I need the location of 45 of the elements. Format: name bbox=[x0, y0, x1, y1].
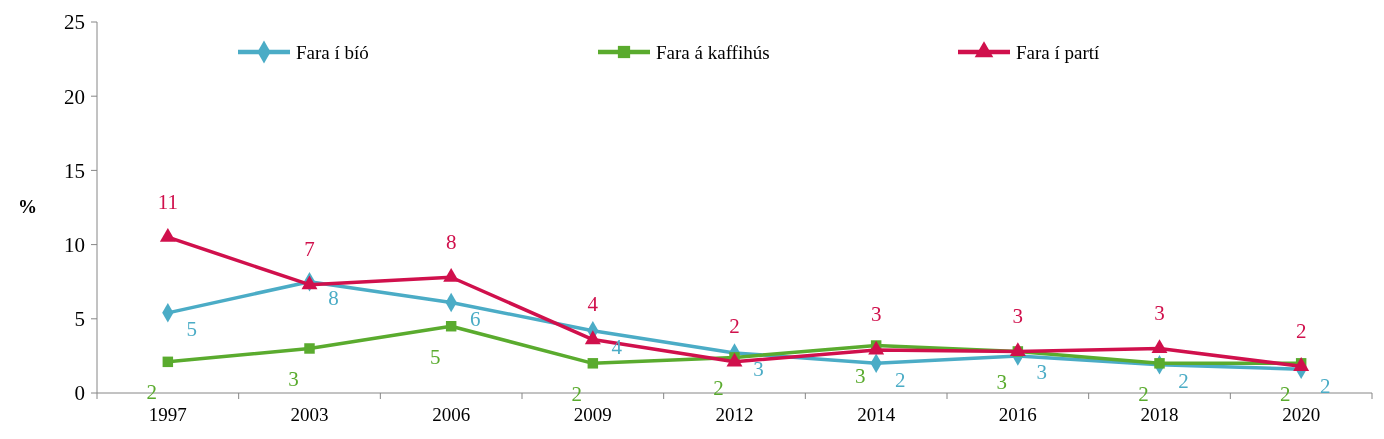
y-tick-label: 5 bbox=[74, 307, 85, 332]
data-label: 6 bbox=[469, 306, 481, 331]
data-label: 11 bbox=[157, 189, 178, 214]
data-label: 3 bbox=[870, 302, 882, 327]
data-label: 2 bbox=[1138, 381, 1149, 406]
x-tick-label: 2016 bbox=[998, 404, 1037, 425]
data-label: 8 bbox=[328, 286, 339, 311]
legend-label: Fara í bíó bbox=[296, 41, 369, 63]
data-label: 2 bbox=[1279, 381, 1291, 406]
y-tick-label: 0 bbox=[74, 381, 85, 406]
data-label: 3 bbox=[1036, 360, 1048, 385]
x-tick-label: 1997 bbox=[148, 404, 187, 425]
data-label: 7 bbox=[304, 237, 315, 262]
x-tick-label: 2003 bbox=[290, 404, 329, 425]
data-label: 2 bbox=[146, 380, 158, 405]
data-label: 4 bbox=[587, 291, 599, 316]
data-label: 2 bbox=[894, 367, 906, 392]
data-label: 2 bbox=[1319, 373, 1331, 398]
legend-label: Fara á kaffihús bbox=[656, 41, 770, 63]
data-label: 3 bbox=[1012, 303, 1024, 328]
data-label: 2 bbox=[713, 375, 724, 400]
data-label: 3 bbox=[854, 363, 866, 388]
data-label: 2 bbox=[571, 381, 583, 406]
y-axis-title: % bbox=[18, 195, 37, 217]
x-tick-label: 2006 bbox=[432, 404, 471, 425]
data-label: 2 bbox=[1178, 369, 1189, 394]
data-label: 5 bbox=[429, 344, 441, 369]
x-tick-label: 2012 bbox=[715, 404, 754, 425]
data-label: 5 bbox=[186, 317, 198, 342]
data-label: 2 bbox=[1295, 318, 1307, 343]
data-label: 8 bbox=[445, 229, 457, 254]
legend-label: Fara í partí bbox=[1016, 41, 1101, 63]
x-tick-label: 2018 bbox=[1140, 404, 1179, 425]
data-label: 3 bbox=[996, 369, 1008, 394]
x-tick-label: 2009 bbox=[573, 404, 612, 425]
data-label: 2 bbox=[729, 314, 740, 339]
y-tick-label: 10 bbox=[64, 232, 85, 257]
data-label: 3 bbox=[288, 366, 299, 391]
y-tick-label: 15 bbox=[64, 158, 85, 183]
y-tick-label: 25 bbox=[64, 10, 85, 35]
x-tick-label: 2014 bbox=[857, 404, 896, 425]
data-label: 3 bbox=[753, 357, 764, 382]
data-label: 3 bbox=[1154, 300, 1165, 325]
y-tick-label: 20 bbox=[64, 84, 85, 109]
x-tick-label: 2020 bbox=[1282, 404, 1321, 425]
